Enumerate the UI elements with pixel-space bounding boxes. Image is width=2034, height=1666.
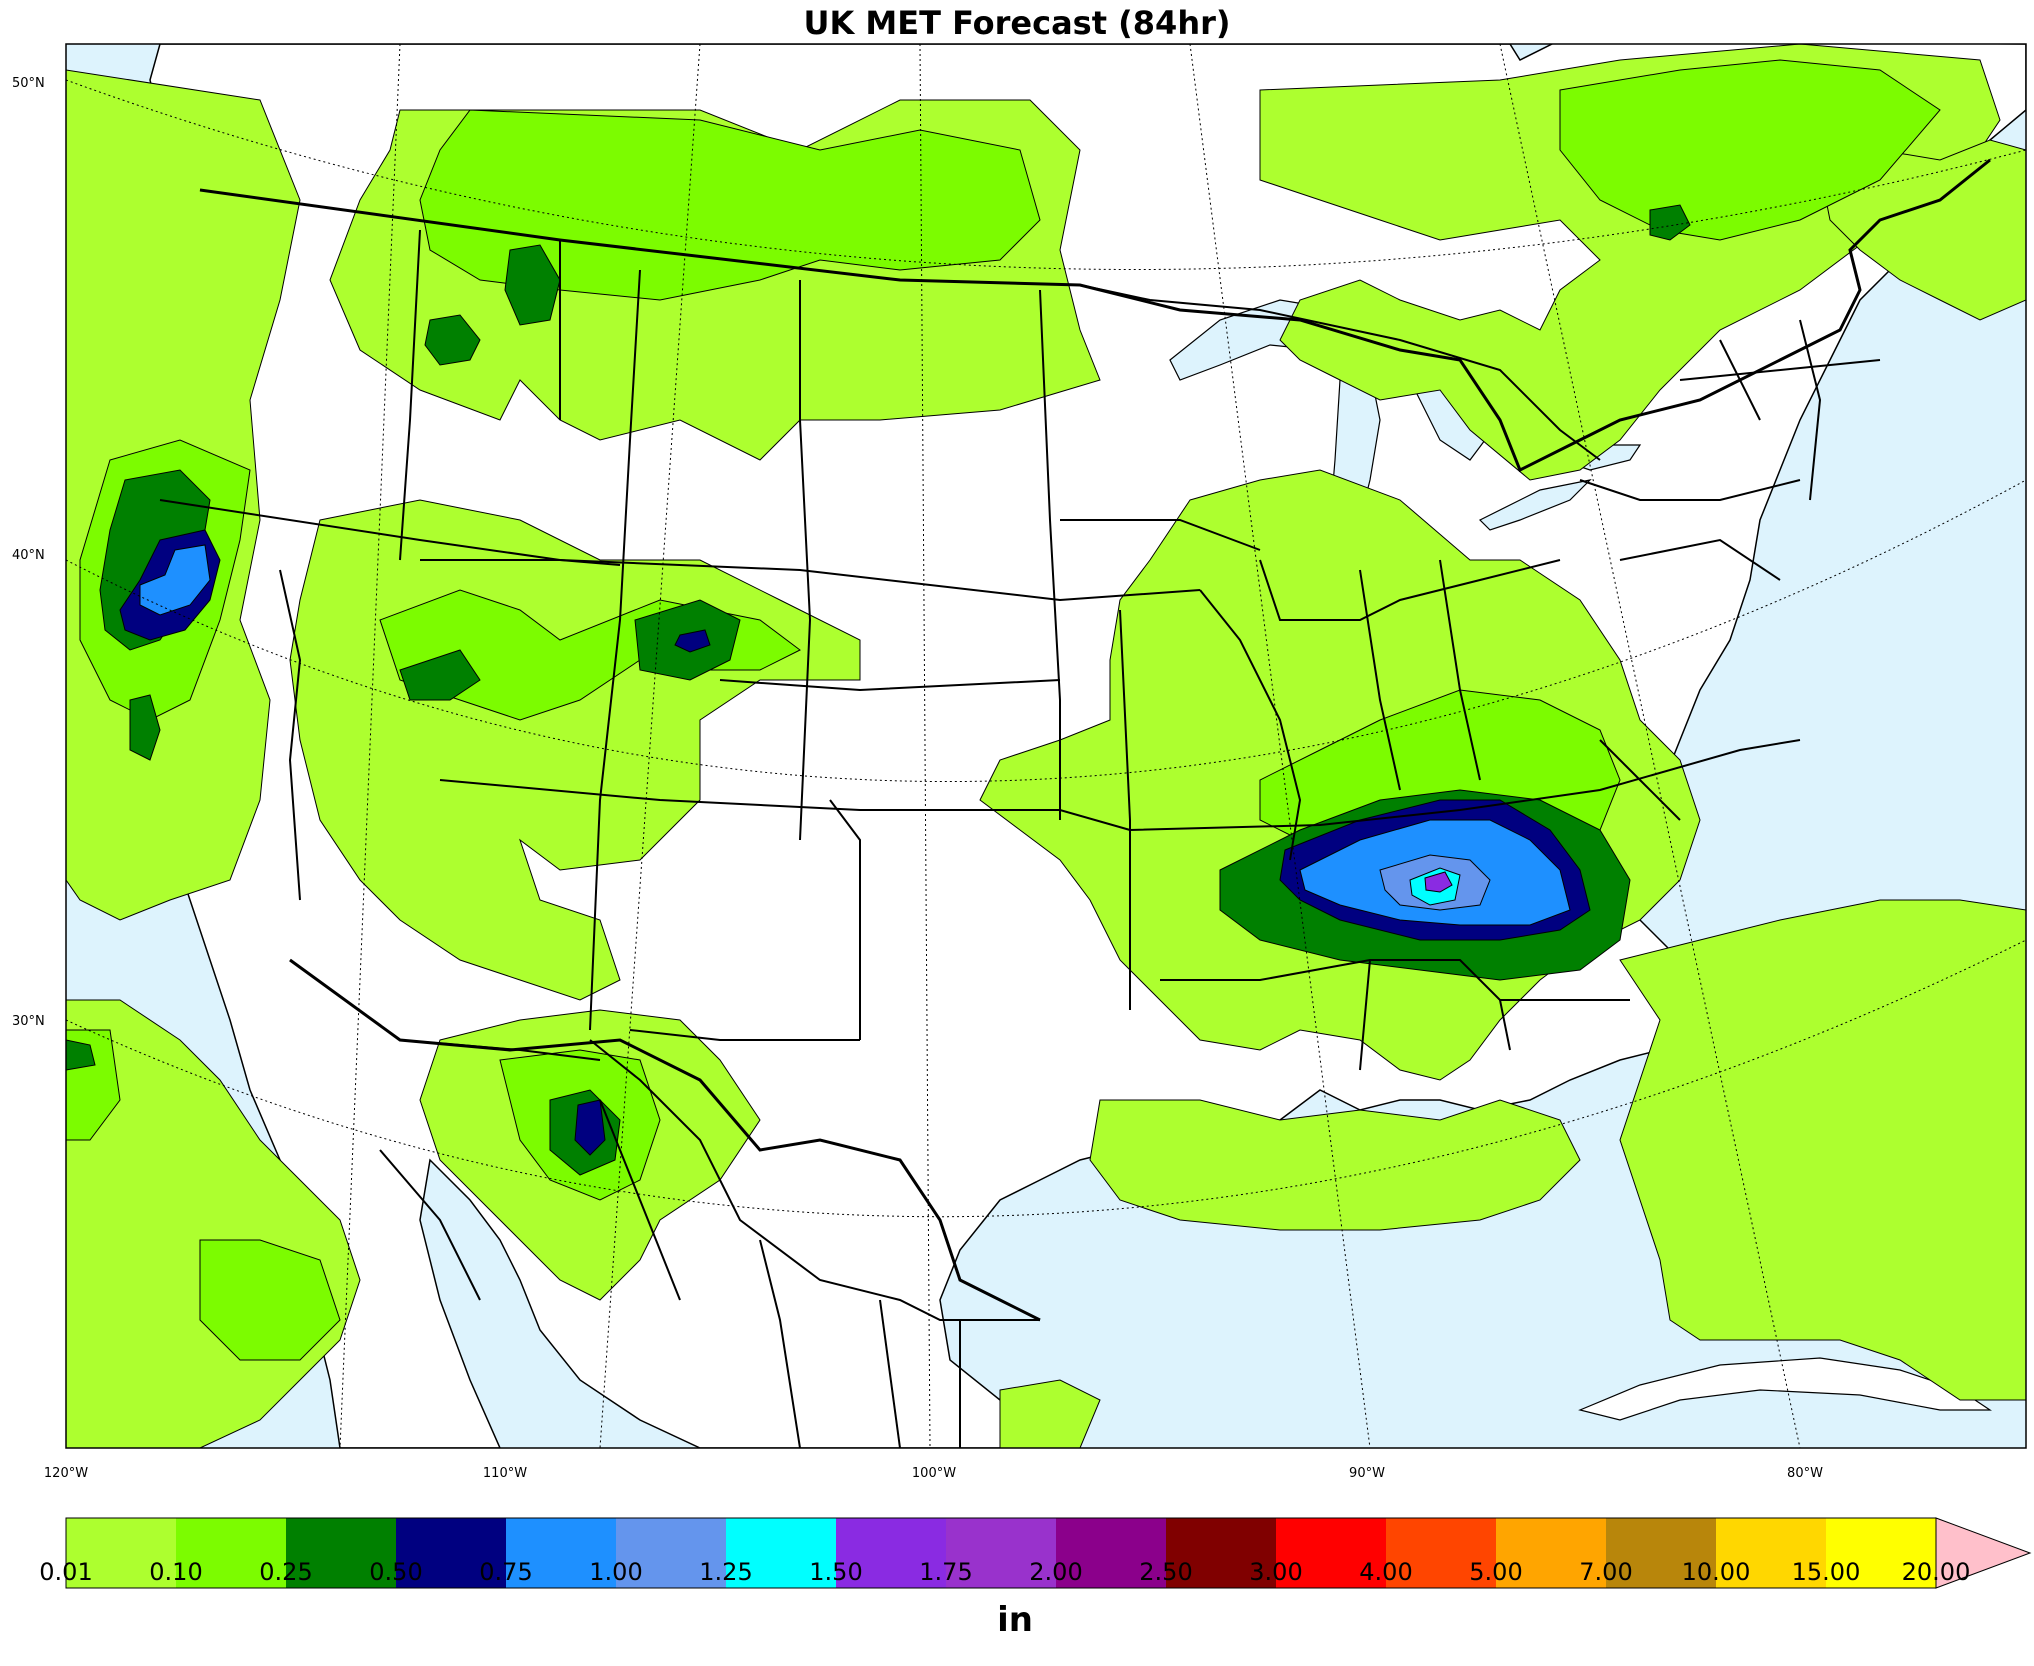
- colorbar-tick-label: 3.00: [1249, 1558, 1303, 1586]
- colorbar-unit: in: [997, 1600, 1033, 1640]
- colorbar-segment: [1386, 1518, 1496, 1588]
- colorbar-segment: [176, 1518, 286, 1588]
- colorbar-segment: [1056, 1518, 1166, 1588]
- colorbar-segment: [1276, 1518, 1386, 1588]
- colorbar-segment: [1496, 1518, 1606, 1588]
- lon-label-110: 110°W: [482, 1466, 528, 1481]
- colorbar-tick-label: 2.00: [1029, 1558, 1083, 1586]
- colorbar-segment: [836, 1518, 946, 1588]
- colorbar-tick-label: 1.00: [589, 1558, 643, 1586]
- colorbar: [65, 1517, 2032, 1589]
- lon-label-120: 120°W: [43, 1466, 89, 1481]
- colorbar-tick-label: 0.01: [39, 1558, 93, 1586]
- colorbar-tick-label: 1.75: [919, 1558, 973, 1586]
- colorbar-tick-label: 0.75: [479, 1558, 533, 1586]
- colorbar-tick-label: 2.50: [1139, 1558, 1193, 1586]
- colorbar-segment: [506, 1518, 616, 1588]
- colorbar-segment: [1606, 1518, 1716, 1588]
- precip-1.50: [1424, 871, 1453, 893]
- colorbar-tick-label: 5.00: [1469, 1558, 1523, 1586]
- graticule: [66, 44, 2026, 1448]
- map-frame: [65, 43, 2027, 1449]
- colorbar-tick-label: 7.00: [1579, 1558, 1633, 1586]
- colorbar-tick-label: 0.25: [259, 1558, 313, 1586]
- colorbar-tick-label: 0.50: [369, 1558, 423, 1586]
- colorbar-tick-label: 15.00: [1791, 1558, 1861, 1586]
- map-area: [66, 44, 2026, 1448]
- lat-label-40: 40°N: [12, 548, 45, 563]
- colorbar-tick-label: 1.50: [809, 1558, 863, 1586]
- lon-label-80: 80°W: [1787, 1466, 1823, 1481]
- colorbar-tick-label: 10.00: [1681, 1558, 1751, 1586]
- lat-label-30: 30°N: [12, 1014, 45, 1029]
- map-title: UK MET Forecast (84hr): [803, 4, 1231, 42]
- colorbar-segment: [946, 1518, 1056, 1588]
- country-borders: [199, 158, 1991, 1322]
- colorbar-segment: [1166, 1518, 1276, 1588]
- colorbar-segment: [1716, 1518, 1826, 1588]
- colorbar-segment: [1826, 1518, 1936, 1588]
- colorbar-segment: [726, 1518, 836, 1588]
- colorbar-outline: [65, 1517, 1937, 1589]
- colorbar-segment: [616, 1518, 726, 1588]
- lon-label-90: 90°W: [1349, 1466, 1385, 1481]
- cuba: [1578, 1357, 1992, 1421]
- colorbar-tick-label: 20.00: [1901, 1558, 1971, 1586]
- colorbar-tick-label: 4.00: [1359, 1558, 1413, 1586]
- colorbar-segment: [286, 1518, 396, 1588]
- colorbar-segment: [396, 1518, 506, 1588]
- colorbar-tick-label: 1.25: [699, 1558, 753, 1586]
- colorbar-segment: [66, 1518, 176, 1588]
- lake-erie: [1478, 479, 1592, 531]
- lat-label-50: 50°N: [12, 76, 45, 91]
- colorbar-tick-label: 0.10: [149, 1558, 203, 1586]
- lon-label-100: 100°W: [911, 1466, 957, 1481]
